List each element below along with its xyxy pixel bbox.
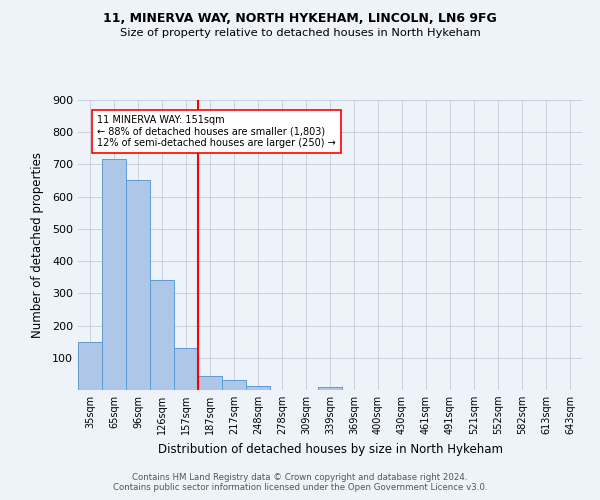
Y-axis label: Number of detached properties: Number of detached properties — [31, 152, 44, 338]
Bar — [198, 376, 222, 390]
Bar — [102, 159, 126, 390]
Text: 11, MINERVA WAY, NORTH HYKEHAM, LINCOLN, LN6 9FG: 11, MINERVA WAY, NORTH HYKEHAM, LINCOLN,… — [103, 12, 497, 26]
Bar — [246, 386, 270, 390]
Text: Contains HM Land Registry data © Crown copyright and database right 2024.
Contai: Contains HM Land Registry data © Crown c… — [113, 473, 487, 492]
Bar — [126, 180, 150, 390]
Text: Size of property relative to detached houses in North Hykeham: Size of property relative to detached ho… — [119, 28, 481, 38]
X-axis label: Distribution of detached houses by size in North Hykeham: Distribution of detached houses by size … — [157, 442, 503, 456]
Bar — [150, 280, 174, 390]
Bar — [174, 348, 198, 390]
Bar — [78, 342, 102, 390]
Bar — [222, 380, 246, 390]
Bar — [318, 388, 342, 390]
Text: 11 MINERVA WAY: 151sqm
← 88% of detached houses are smaller (1,803)
12% of semi-: 11 MINERVA WAY: 151sqm ← 88% of detached… — [97, 114, 336, 148]
